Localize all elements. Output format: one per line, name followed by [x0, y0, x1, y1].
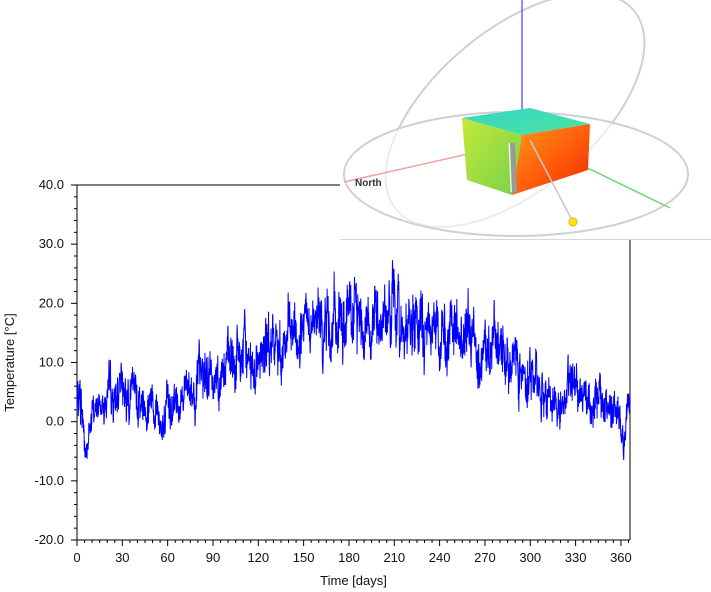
- y-axis: -20.0 -10.0 0.0 10.0 20.0 30.0 40.0: [34, 177, 77, 547]
- x-tick-label: 90: [206, 550, 220, 565]
- sun-ray-line: [529, 139, 574, 223]
- building-3d-view: North: [340, 0, 711, 240]
- y-axis-label: Temperature [°C]: [2, 313, 17, 411]
- building-shadow-edge: [510, 143, 517, 193]
- north-label: North: [355, 178, 382, 189]
- x-tick-label: 210: [383, 550, 405, 565]
- x-tick-label: 0: [73, 550, 80, 565]
- y-tick-label: -10.0: [34, 473, 64, 488]
- y-tick-label: 10.0: [39, 355, 64, 370]
- x-tick-label: 60: [160, 550, 174, 565]
- x-tick-label: 330: [565, 550, 587, 565]
- y-tick-label: -20.0: [34, 532, 64, 547]
- x-axis-label: Time [days]: [320, 573, 387, 588]
- series-layer: [76, 260, 631, 461]
- x-axis: 0 30 60 90 120 150 180 210 240 270 300 330 360: [73, 540, 632, 565]
- series-line-0: [76, 260, 631, 461]
- x-tick-label: 120: [247, 550, 269, 565]
- x-tick-label: 30: [115, 550, 129, 565]
- x-tick-label: 300: [519, 550, 541, 565]
- y-tick-label: 20.0: [39, 295, 64, 310]
- x-tick-label: 180: [338, 550, 360, 565]
- building-wall-west: [462, 118, 522, 195]
- y-tick-label: 40.0: [39, 177, 64, 192]
- sun-icon: [568, 217, 578, 227]
- x-tick-label: 270: [474, 550, 496, 565]
- y-tick-label: 0.0: [46, 414, 64, 429]
- x-tick-label: 240: [429, 550, 451, 565]
- x-tick-label: 360: [610, 550, 632, 565]
- y-tick-label: 30.0: [39, 236, 64, 251]
- building-roof: [462, 108, 590, 135]
- x-tick-label: 150: [293, 550, 315, 565]
